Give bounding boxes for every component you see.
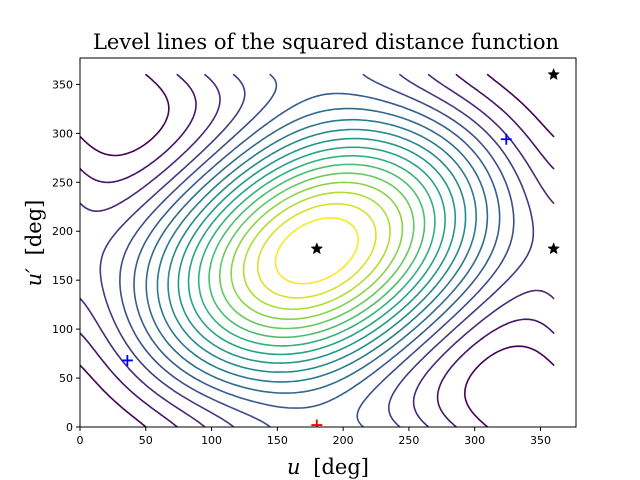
contour-level bbox=[187, 146, 446, 356]
y-tick-label: 0 bbox=[66, 421, 73, 434]
plus-marker bbox=[121, 354, 133, 366]
x-tick-label: 300 bbox=[464, 434, 485, 447]
contour-level bbox=[230, 181, 404, 320]
star-marker bbox=[547, 242, 560, 255]
critical-point-markers bbox=[121, 67, 560, 427]
y-tick-label: 150 bbox=[52, 274, 73, 287]
x-axis-label: u [deg] bbox=[287, 455, 369, 479]
x-tick-label: 200 bbox=[333, 434, 354, 447]
star-marker bbox=[547, 67, 560, 81]
x-tick-label: 0 bbox=[77, 434, 84, 447]
y-tick-label: 50 bbox=[59, 372, 73, 385]
contour-level bbox=[145, 107, 489, 394]
y-tick-label: 250 bbox=[52, 176, 73, 189]
contour-level bbox=[219, 172, 415, 330]
contour-level bbox=[156, 118, 477, 383]
y-axis-unit: [deg] bbox=[22, 200, 46, 256]
x-tick-label: 150 bbox=[267, 434, 288, 447]
contour-level bbox=[274, 217, 359, 285]
x-tick-label: 350 bbox=[530, 434, 551, 447]
contour-lines bbox=[80, 73, 555, 427]
contour-level bbox=[80, 73, 555, 427]
x-axis-unit: [deg] bbox=[313, 455, 369, 479]
x-axis-ticks: 0 50 100 150 200 250 300 350 bbox=[77, 427, 551, 447]
plot-frame bbox=[79, 57, 577, 428]
contour-level bbox=[242, 191, 391, 311]
y-tick-label: 350 bbox=[52, 78, 73, 91]
y-tick-label: 200 bbox=[52, 225, 73, 238]
x-tick-label: 100 bbox=[201, 434, 222, 447]
y-axis-label: u′ [deg] bbox=[22, 200, 46, 287]
plus-marker bbox=[500, 133, 512, 145]
contour-level bbox=[167, 128, 467, 373]
contour-level bbox=[208, 163, 426, 339]
x-tick-label: 50 bbox=[139, 434, 153, 447]
y-tick-label: 100 bbox=[52, 323, 73, 336]
plus-marker bbox=[311, 419, 323, 427]
contour-level bbox=[133, 92, 501, 409]
contour-level bbox=[177, 137, 457, 364]
x-tick-label: 250 bbox=[398, 434, 419, 447]
contour-level bbox=[119, 73, 515, 427]
x-axis-symbol: u bbox=[287, 455, 301, 479]
y-axis-ticks: 0 50 100 150 200 250 300 350 bbox=[52, 78, 80, 434]
y-axis-symbol: u′ bbox=[22, 268, 46, 287]
y-tick-label: 300 bbox=[52, 127, 73, 140]
contour-level bbox=[80, 73, 555, 427]
star-marker bbox=[310, 242, 324, 255]
contour-level bbox=[197, 155, 436, 347]
contour-level bbox=[256, 202, 377, 299]
contour-level bbox=[99, 73, 535, 427]
chart-title: Level lines of the squared distance func… bbox=[93, 30, 559, 54]
